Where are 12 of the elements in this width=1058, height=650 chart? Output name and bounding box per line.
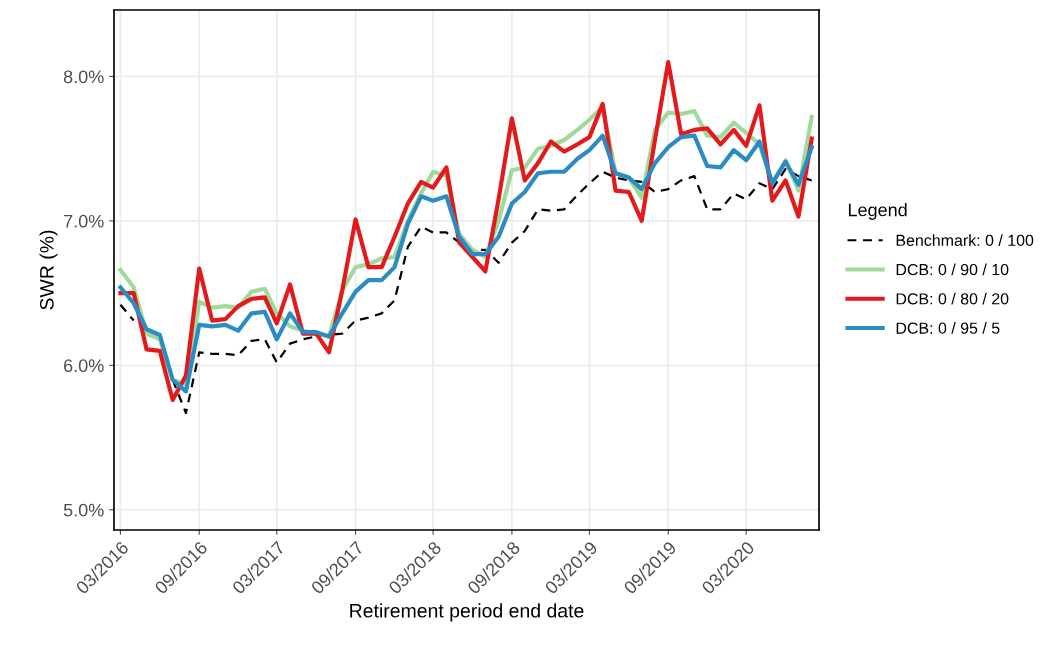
legend-title: Legend bbox=[848, 203, 907, 220]
legend-label: DCB: 0 / 90 / 10 bbox=[896, 263, 1009, 276]
legend-label: DCB: 0 / 95 / 5 bbox=[896, 322, 1000, 334]
y-tick-label: 8.0% bbox=[63, 70, 104, 84]
y-tick-label: 5.0% bbox=[63, 503, 104, 517]
legend-label: DCB: 0 / 80 / 20 bbox=[896, 292, 1009, 305]
y-tick-label: 7.0% bbox=[64, 214, 104, 228]
line-series bbox=[118, 59, 814, 403]
x-axis-title: Retirement period end date bbox=[350, 603, 584, 622]
y-tick-label: 6.0% bbox=[64, 359, 104, 373]
y-axis-title: SWR (%) bbox=[39, 230, 58, 310]
legend-label: Benchmark: 0 / 100 bbox=[896, 234, 1034, 246]
